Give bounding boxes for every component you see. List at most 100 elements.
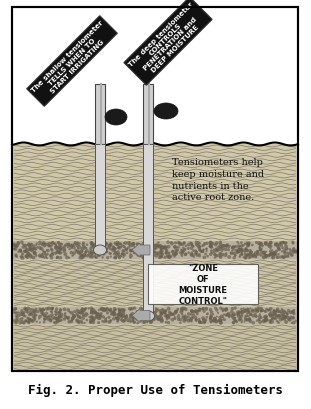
Point [278,317,283,323]
Point [197,247,202,254]
Point [218,254,223,261]
Point [290,308,295,315]
Point [18,248,23,255]
Point [176,244,181,251]
Point [80,306,85,312]
Point [30,246,35,253]
Point [38,254,43,260]
Point [216,244,221,251]
Point [218,242,223,248]
Point [25,307,30,314]
Point [164,312,169,319]
Point [239,248,244,255]
Point [214,318,219,325]
Point [81,308,86,315]
Point [77,249,81,256]
Point [258,241,263,248]
Point [99,306,104,312]
Point [118,244,123,250]
Point [117,308,122,314]
Point [112,251,117,258]
Point [90,242,95,248]
Point [257,240,262,247]
Point [115,317,120,324]
Point [39,246,44,252]
Point [182,240,187,247]
Point [285,246,290,253]
Point [23,248,28,255]
Point [138,244,143,251]
Point [89,308,94,314]
Point [288,250,293,257]
Point [128,241,132,248]
Point [54,306,59,313]
Point [157,255,162,261]
Point [27,312,32,318]
Point [154,308,159,314]
Point [214,248,219,254]
Point [28,244,33,251]
Point [138,305,143,312]
Point [209,314,214,320]
Point [202,242,207,249]
Point [122,244,127,250]
Point [42,255,47,261]
Point [197,306,202,312]
Point [291,248,296,254]
Point [67,246,72,253]
Point [276,252,281,258]
Point [270,316,275,322]
Point [141,308,146,315]
Point [128,306,133,312]
Point [266,253,271,259]
Point [141,315,146,322]
Point [54,244,59,251]
Point [176,317,181,323]
Point [255,248,260,255]
Point [90,249,95,256]
Point [270,250,275,256]
Point [262,249,267,256]
Point [52,240,57,247]
Point [75,243,80,249]
Point [126,245,131,252]
Point [115,315,120,321]
Point [264,253,269,260]
Point [223,306,228,312]
Point [96,245,101,252]
Point [264,313,269,320]
Point [34,242,39,249]
Point [71,313,76,320]
Point [90,314,95,321]
Point [57,243,62,250]
Point [220,253,225,259]
Point [272,308,276,315]
Point [140,245,145,252]
Point [247,309,252,315]
Point [224,243,229,249]
Point [114,315,118,322]
Point [243,254,248,261]
Point [14,243,19,249]
Point [34,240,39,247]
Point [121,248,126,254]
Point [115,316,120,322]
Point [91,249,96,256]
Point [109,243,114,249]
Point [121,318,126,325]
Point [208,240,213,246]
Point [71,315,76,322]
Point [139,242,144,249]
Point [158,313,163,319]
Point [268,306,273,312]
Point [216,247,220,254]
Point [56,240,61,246]
Point [259,240,264,247]
Point [244,313,249,319]
Point [170,249,175,255]
Point [189,243,194,249]
Point [93,309,98,316]
Point [96,252,101,258]
Point [211,318,216,325]
Point [123,317,128,324]
